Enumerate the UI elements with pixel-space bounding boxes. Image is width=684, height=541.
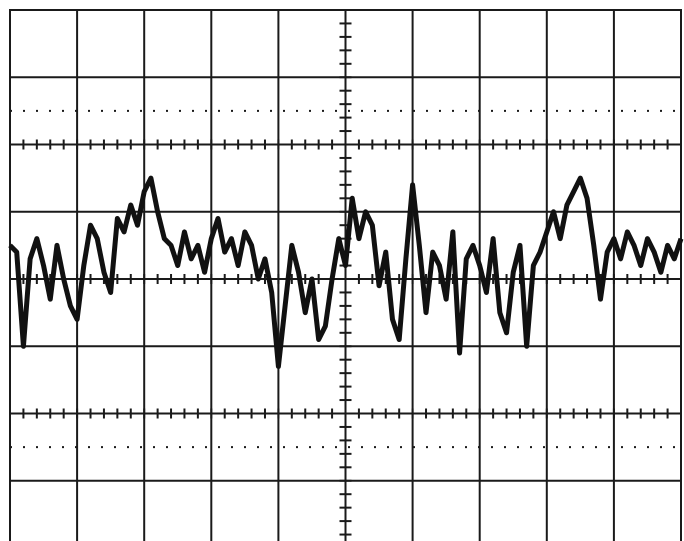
page: (() => { const data = JSON.parse(documen… bbox=[0, 0, 684, 541]
oscilloscope-screen bbox=[0, 0, 684, 541]
